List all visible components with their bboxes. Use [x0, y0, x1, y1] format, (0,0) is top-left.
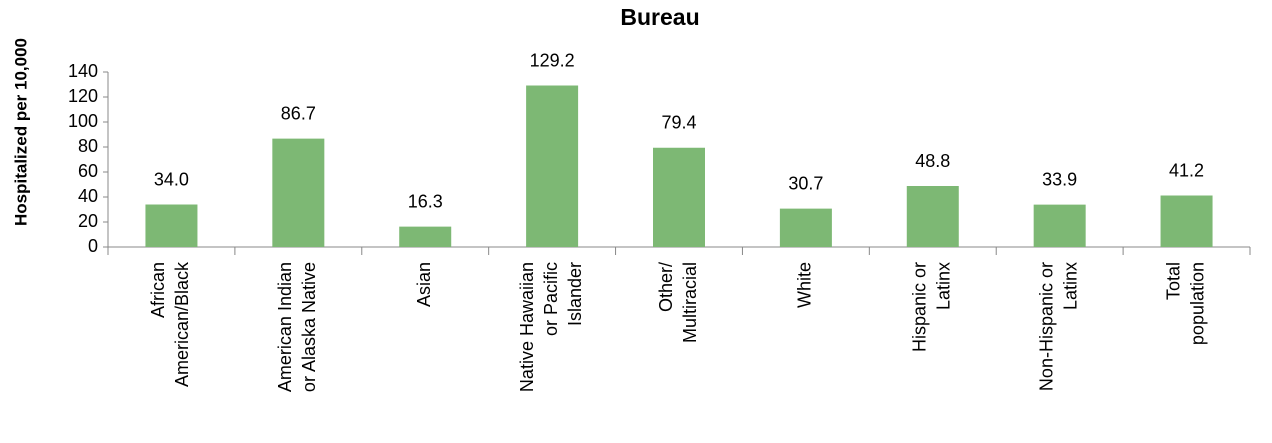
- x-tick-label-line: Total: [1163, 262, 1183, 300]
- x-tick-label-line: Multiracial: [680, 262, 700, 343]
- x-tick-label: American Indian or Alaska Native: [275, 262, 319, 392]
- bar: [272, 138, 325, 247]
- y-tick-label: 120: [68, 86, 98, 106]
- x-tick-label: Non-Hispanic or Latinx: [1036, 262, 1080, 391]
- x-tick-label-line: African: [148, 262, 168, 318]
- y-axis-label: Hospitalized per 10,000: [11, 38, 30, 226]
- value-label: 79.4: [661, 113, 696, 133]
- y-tick-label: 20: [78, 211, 98, 231]
- x-tick-label: Native Hawaiian or Pacific Islander: [517, 262, 585, 392]
- bar: [1160, 195, 1213, 247]
- chart-title: Bureau: [620, 4, 699, 30]
- x-tick-label: Other/Multiracial: [656, 262, 700, 343]
- x-tick-label: White: [795, 262, 815, 308]
- x-tick-label: African American/Black: [148, 261, 192, 387]
- x-tick-label-line: Latinx: [1060, 262, 1080, 310]
- value-label: 48.8: [915, 151, 950, 171]
- y-tick-label: 140: [68, 61, 98, 81]
- y-tick-label: 80: [78, 136, 98, 156]
- value-label: 41.2: [1169, 160, 1204, 180]
- x-tick-label: Asian: [414, 262, 434, 307]
- y-tick-label: 100: [68, 111, 98, 131]
- bar: [1033, 204, 1086, 247]
- x-tick-label: Hispanic or Latinx: [910, 262, 954, 352]
- x-tick-label-line: Islander: [565, 262, 585, 326]
- value-label: 30.7: [788, 173, 823, 193]
- x-tick-label-line: or Pacific: [541, 262, 561, 336]
- bar: [779, 208, 832, 247]
- value-label: 129.2: [530, 50, 575, 70]
- x-tick-label-line: Non-Hispanic or: [1036, 262, 1056, 391]
- x-tick-label-line: Hispanic or: [910, 262, 930, 352]
- value-label: 16.3: [408, 191, 443, 211]
- bar: [526, 85, 579, 247]
- x-tick-label-line: Other/: [656, 262, 676, 312]
- x-tick-label-line: Latinx: [934, 262, 954, 310]
- bar: [906, 186, 959, 247]
- y-tick-label: 0: [88, 236, 98, 256]
- value-label: 33.9: [1042, 169, 1077, 189]
- x-tick-label-line: population: [1187, 262, 1207, 345]
- bar: [653, 147, 705, 247]
- x-tick-label-line: American Indian: [275, 262, 295, 392]
- bar: [399, 226, 452, 247]
- value-label: 86.7: [281, 103, 316, 123]
- x-tick-label-line: Native Hawaiian: [517, 262, 537, 392]
- y-tick-label: 60: [78, 161, 98, 181]
- x-tick-label-line: or Alaska Native: [299, 262, 319, 392]
- value-label: 34.0: [154, 169, 189, 189]
- x-tick-label-line: White: [795, 262, 815, 308]
- y-tick-label: 40: [78, 186, 98, 206]
- bar: [145, 204, 198, 247]
- x-tick-label-line: Asian: [414, 262, 434, 307]
- x-tick-label: Total population: [1163, 262, 1207, 345]
- x-tick-label-line: American/Black: [172, 261, 192, 387]
